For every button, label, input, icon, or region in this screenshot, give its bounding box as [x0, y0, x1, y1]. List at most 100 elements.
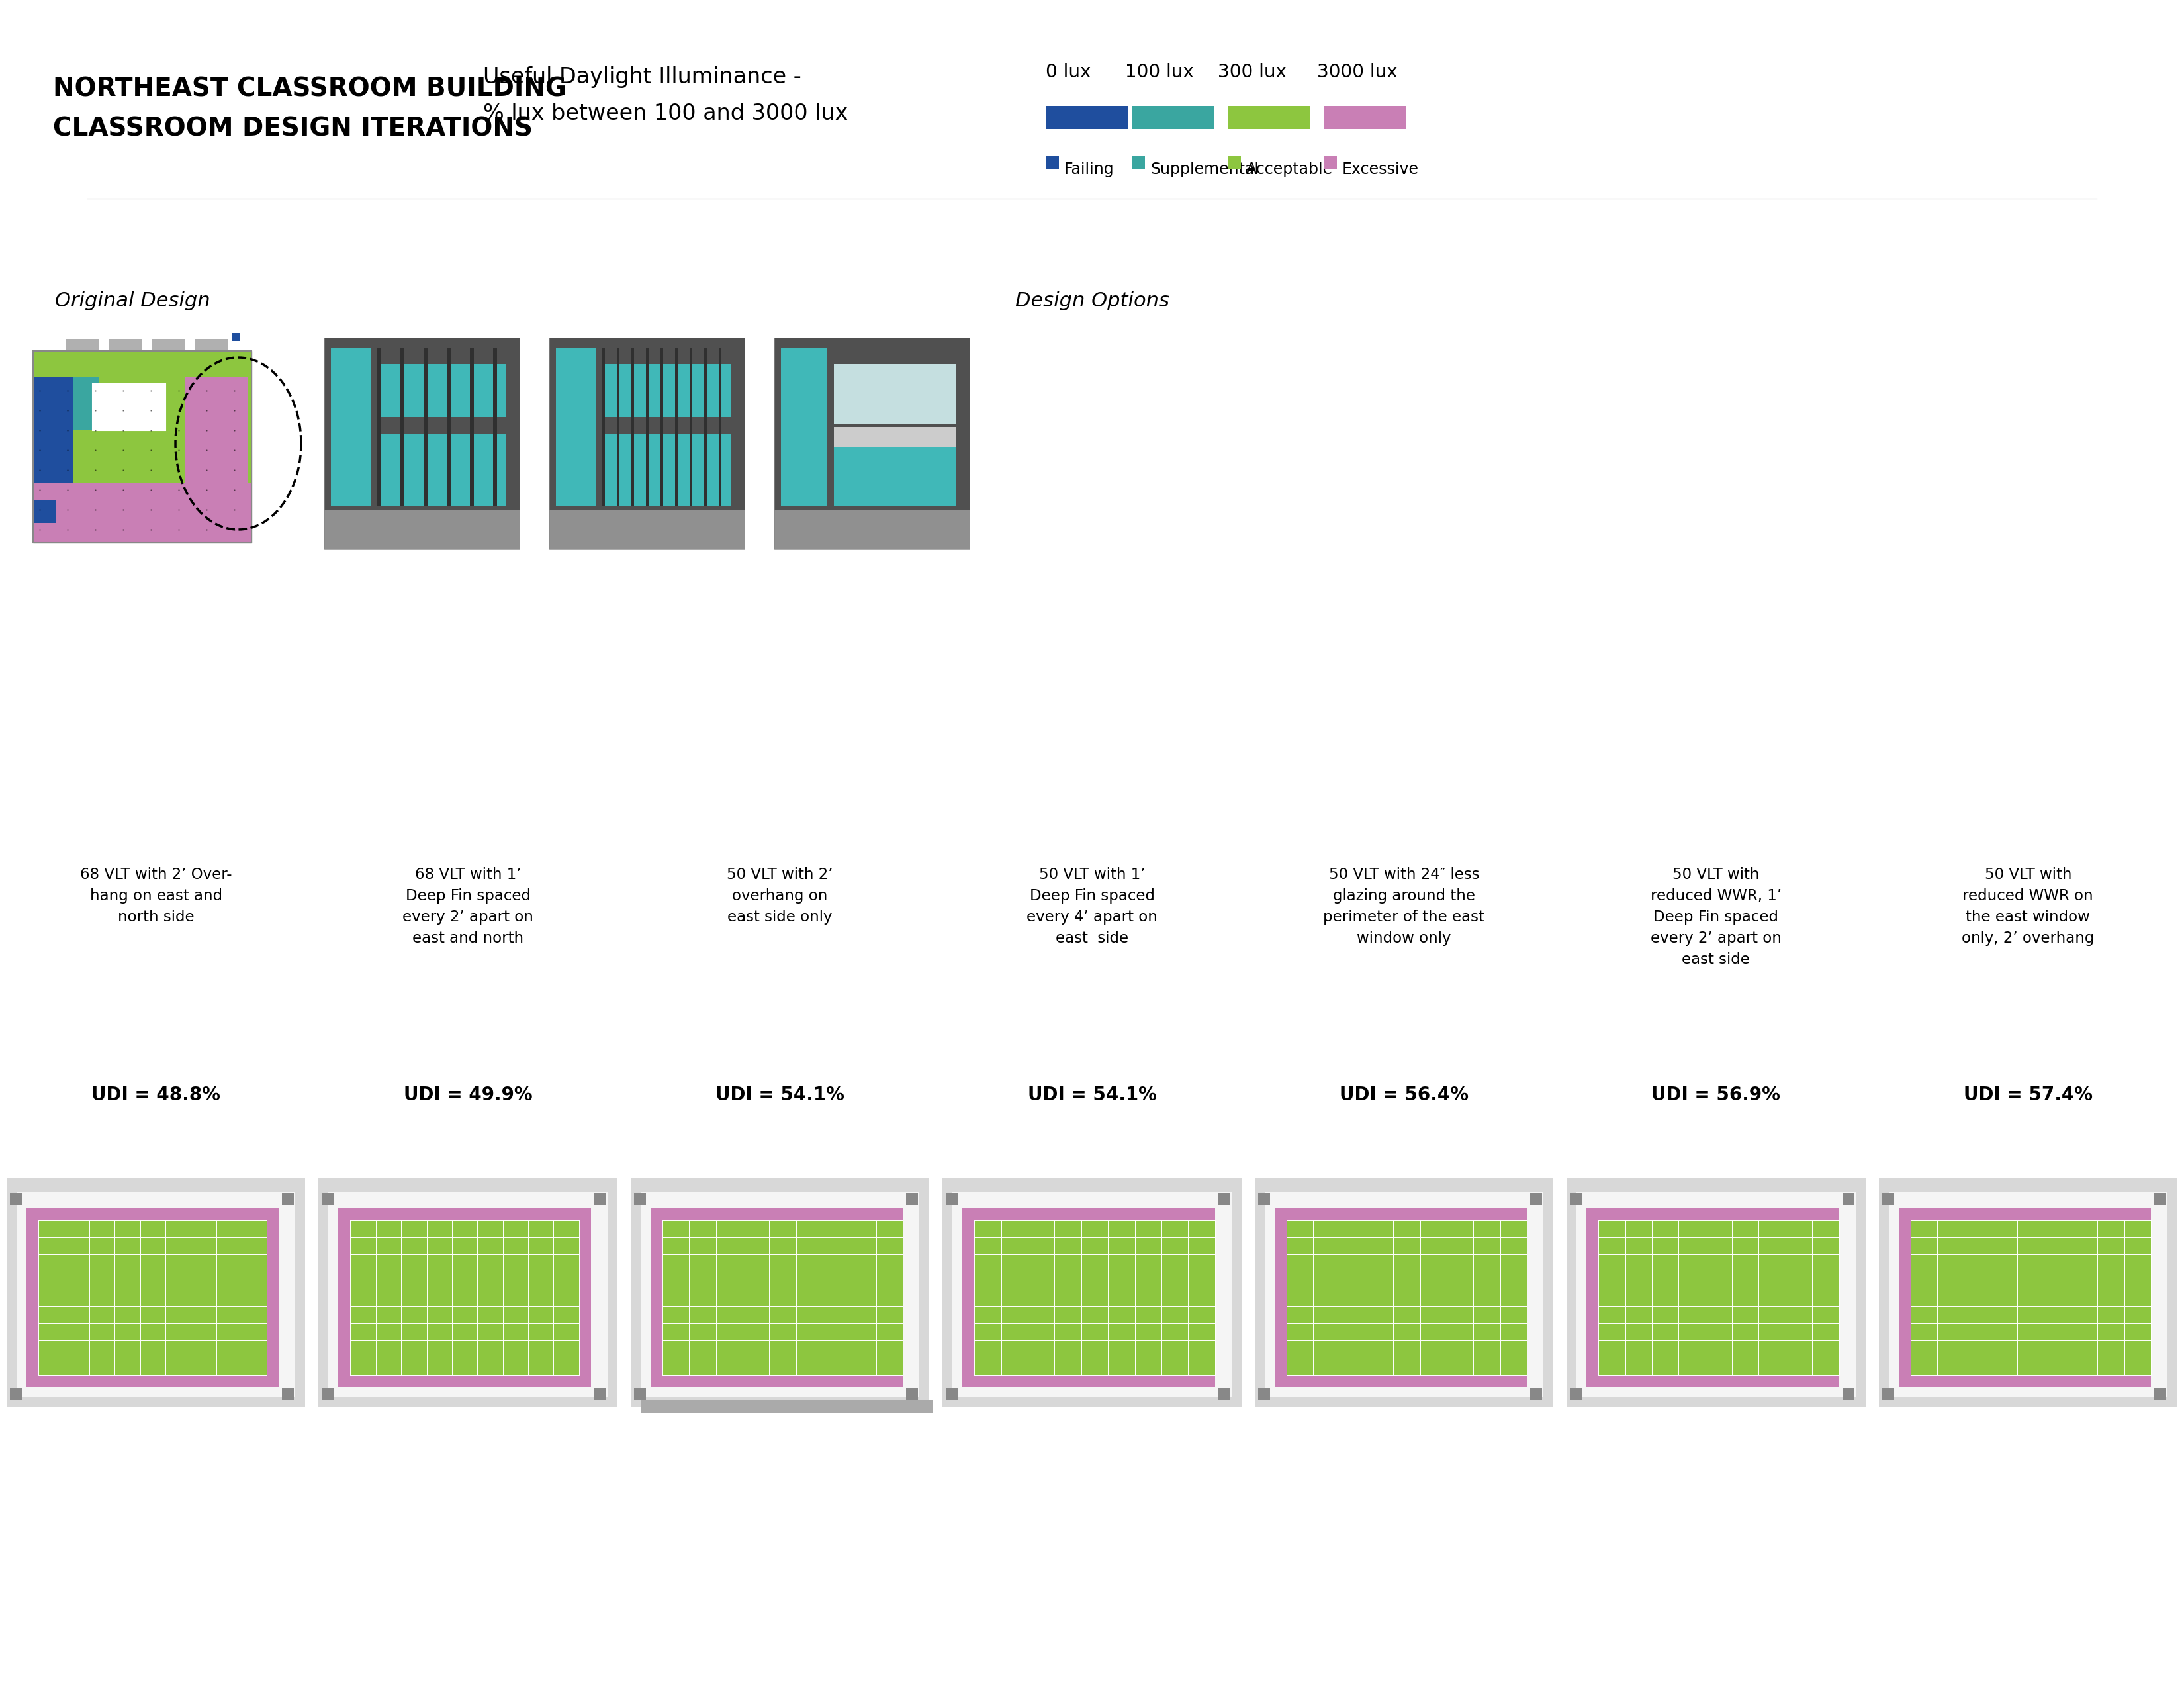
Bar	[1219, 1193, 1230, 1205]
Text: 50 VLT with
reduced WWR, 1’
Deep Fin spaced
every 2’ apart on
east side: 50 VLT with reduced WWR, 1’ Deep Fin spa…	[1651, 868, 1782, 967]
Text: 50 VLT with
reduced WWR on
the east window
only, 2’ overhang: 50 VLT with reduced WWR on the east wind…	[1961, 868, 2094, 945]
Bar	[153, 339, 186, 351]
Bar	[378, 365, 507, 417]
Bar	[26, 1209, 280, 1388]
Bar	[339, 1376, 592, 1388]
Bar	[703, 348, 708, 506]
Text: Excessive: Excessive	[1343, 162, 1420, 177]
Bar	[1883, 1193, 1894, 1205]
Text: 3000 lux: 3000 lux	[1317, 62, 1398, 81]
Bar	[1586, 1376, 1839, 1388]
Bar	[109, 339, 142, 351]
Bar	[1046, 106, 1129, 128]
Bar	[1275, 1209, 1527, 1388]
Bar	[782, 348, 828, 506]
Bar	[1898, 1376, 2151, 1388]
Bar	[775, 338, 970, 549]
Bar	[557, 348, 596, 506]
Bar	[1324, 106, 1406, 128]
Bar	[651, 1209, 902, 1388]
Bar	[323, 510, 520, 549]
Text: UDI = 56.9%: UDI = 56.9%	[1651, 1085, 1780, 1104]
Bar	[33, 351, 251, 544]
Bar	[1265, 1192, 1544, 1396]
Text: 0 lux: 0 lux	[1046, 62, 1092, 81]
Bar	[39, 1220, 266, 1376]
Bar	[282, 1193, 295, 1205]
Bar	[579, 1209, 592, 1388]
Bar	[1898, 1209, 2151, 1220]
Bar	[400, 348, 404, 506]
Bar	[328, 1192, 607, 1396]
Bar	[1046, 155, 1059, 169]
Bar	[633, 1388, 646, 1399]
Bar	[470, 348, 474, 506]
Bar	[660, 348, 664, 506]
Bar	[11, 1388, 22, 1399]
Bar	[594, 1193, 607, 1205]
Text: 68 VLT with 1’
Deep Fin spaced
every 2’ apart on
east and north: 68 VLT with 1’ Deep Fin spaced every 2’ …	[402, 868, 533, 945]
Text: Supplemental: Supplemental	[1151, 162, 1258, 177]
Text: % lux between 100 and 3000 lux: % lux between 100 and 3000 lux	[483, 103, 847, 125]
Bar	[603, 434, 732, 506]
Bar	[186, 378, 249, 503]
Bar	[690, 348, 692, 506]
Bar	[11, 1193, 22, 1205]
Bar	[963, 1209, 1214, 1388]
Bar	[92, 383, 166, 430]
Bar	[633, 1193, 646, 1205]
Bar	[378, 348, 382, 506]
Bar	[1531, 1193, 1542, 1205]
Bar	[646, 348, 649, 506]
Text: UDI = 54.1%: UDI = 54.1%	[1026, 1085, 1158, 1104]
Bar	[1577, 1192, 1856, 1396]
Bar	[946, 1388, 959, 1399]
Bar	[339, 1209, 592, 1220]
Text: UDI = 49.9%: UDI = 49.9%	[404, 1085, 533, 1104]
Bar	[775, 338, 970, 549]
Bar	[1586, 1209, 1839, 1388]
Bar	[339, 1209, 349, 1388]
Bar	[963, 1209, 1214, 1220]
Bar	[834, 365, 957, 424]
Bar	[631, 348, 633, 506]
Bar	[1286, 1220, 1527, 1376]
Bar	[282, 1388, 295, 1399]
Bar	[448, 348, 450, 506]
Text: UDI = 48.8%: UDI = 48.8%	[92, 1085, 221, 1104]
Bar	[651, 1209, 902, 1220]
Bar	[594, 1388, 607, 1399]
Text: 100 lux: 100 lux	[1125, 62, 1195, 81]
Bar	[1599, 1220, 1839, 1376]
Bar	[7, 1178, 306, 1406]
Text: UDI = 57.4%: UDI = 57.4%	[1963, 1085, 2092, 1104]
Bar	[26, 1209, 39, 1388]
Bar	[319, 1178, 618, 1406]
Bar	[952, 1192, 1232, 1396]
Text: 50 VLT with 2’
overhang on
east side only: 50 VLT with 2’ overhang on east side onl…	[727, 868, 832, 925]
Bar	[1883, 1388, 1894, 1399]
Bar	[494, 348, 498, 506]
Text: 68 VLT with 2’ Over-
hang on east and
north side: 68 VLT with 2’ Over- hang on east and no…	[81, 868, 232, 925]
Bar	[26, 1376, 280, 1388]
Bar	[323, 338, 520, 549]
Bar	[662, 1220, 902, 1376]
Bar	[339, 1209, 592, 1388]
Bar	[424, 348, 428, 506]
Bar	[1254, 1178, 1553, 1406]
Bar	[1131, 106, 1214, 128]
Text: 300 lux: 300 lux	[1219, 62, 1286, 81]
Bar	[1911, 1220, 2151, 1376]
Bar	[1275, 1209, 1286, 1388]
Bar	[33, 483, 251, 544]
Bar	[1324, 155, 1337, 169]
Bar	[550, 510, 745, 549]
Bar	[323, 338, 520, 549]
Bar	[963, 1376, 1214, 1388]
Bar	[974, 1220, 1214, 1376]
Text: Useful Daylight Illuminance -: Useful Daylight Illuminance -	[483, 66, 802, 88]
Bar	[1227, 106, 1310, 128]
Bar	[1878, 1178, 2177, 1406]
Bar	[1227, 155, 1241, 169]
Bar	[1570, 1388, 1581, 1399]
